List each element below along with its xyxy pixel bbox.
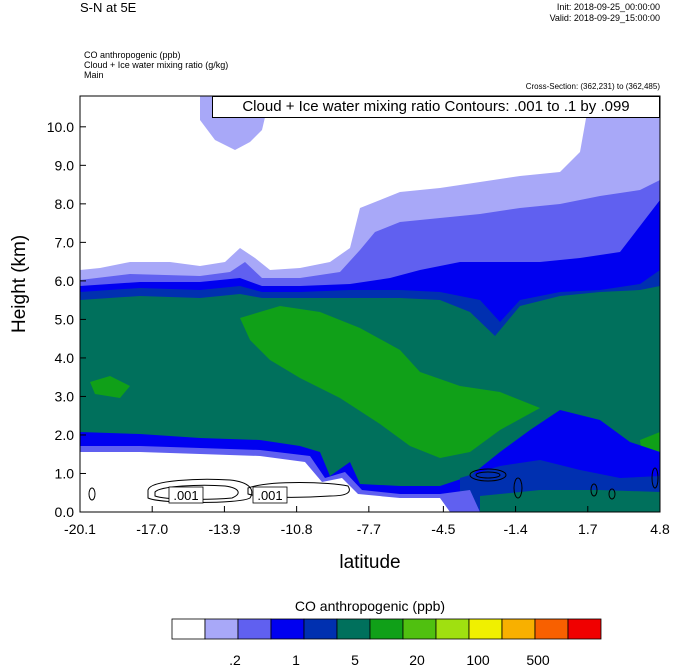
cross-section-label: Cross-Section: (362,231) to (362,485) <box>525 82 660 91</box>
y-tick-label: 2.0 <box>55 427 75 443</box>
y-tick-label: 6.0 <box>55 273 75 289</box>
y-tick-label: 0.0 <box>55 504 75 520</box>
field-list: CO anthropogenic (ppb) Cloud + Ice water… <box>84 50 228 80</box>
x-ticks: -20.1 -17.0 -13.9 -10.8 -7.7 -4.5 -1.4 1.7 4.8 <box>64 506 670 537</box>
colorbar-title: CO anthropogenic (ppb) <box>294 598 446 614</box>
colorbar-swatch <box>567 618 602 640</box>
colorbar-swatch <box>204 618 239 640</box>
colorbar-swatch <box>270 618 305 640</box>
colorbar-label: 500 <box>526 652 550 668</box>
x-axis-label: latitude <box>339 552 401 573</box>
colorbar-swatch <box>237 618 272 640</box>
co-band-green-left <box>90 376 130 398</box>
colorbar-swatch <box>171 618 206 640</box>
y-tick-label: 10.0 <box>47 119 74 135</box>
colorbar-swatch <box>402 618 437 640</box>
y-tick-label: 1.0 <box>55 465 75 481</box>
y-tick-label: 4.0 <box>55 350 75 366</box>
contour-label: .001 <box>173 488 198 503</box>
contour-labels: .001 .001 <box>168 486 288 504</box>
valid-time: Valid: 2018-09-29_15:00:00 <box>549 13 660 23</box>
colorbar-label: 1 <box>292 652 300 668</box>
x-tick-label: -10.8 <box>281 521 313 537</box>
contour-info-box: Cloud + Ice water mixing ratio Contours:… <box>212 96 660 118</box>
plot-title: S-N at 5E <box>80 0 137 15</box>
colorbar-label: 20 <box>409 652 425 668</box>
field-co: CO anthropogenic (ppb) <box>84 50 181 60</box>
y-tick-label: 5.0 <box>55 311 75 327</box>
y-ticks: 0.0 1.0 2.0 3.0 4.0 5.0 6.0 7.0 8.0 9.0 10.0 <box>47 119 86 520</box>
colorbar-label: .2 <box>229 652 241 668</box>
plot-field <box>80 96 660 512</box>
x-tick-label: -17.0 <box>136 521 168 537</box>
field-main: Main <box>84 70 104 80</box>
colorbar-swatch <box>435 618 470 640</box>
x-tick-label: -13.9 <box>208 521 240 537</box>
contour-label-box <box>168 486 204 504</box>
contour-label-box <box>252 486 288 504</box>
contour-label: .001 <box>257 488 282 503</box>
colorbar-swatch <box>468 618 503 640</box>
y-axis-label: Height (km) <box>9 234 30 333</box>
x-tick-label: -7.7 <box>357 521 381 537</box>
x-tick-label: -20.1 <box>64 521 96 537</box>
colorbar-swatch <box>501 618 536 640</box>
x-tick-label: -1.4 <box>504 521 528 537</box>
y-tick-label: 7.0 <box>55 234 75 250</box>
x-tick-label: 1.7 <box>578 521 598 537</box>
colorbar-label: 100 <box>466 652 490 668</box>
colorbar-swatch <box>303 618 338 640</box>
x-tick-label: 4.8 <box>650 521 670 537</box>
y-tick-label: 8.0 <box>55 196 75 212</box>
x-tick-label: -4.5 <box>431 521 455 537</box>
co-band-green <box>240 306 540 458</box>
y-tick-label: 3.0 <box>55 388 75 404</box>
colorbar-label: 5 <box>351 652 359 668</box>
time-info: Init: 2018-09-25_00:00:00 Valid: 2018-09… <box>550 2 660 24</box>
colorbar-swatch <box>369 618 404 640</box>
colorbar: .2 1 5 20 100 500 <box>171 618 602 668</box>
colorbar-swatch <box>336 618 371 640</box>
init-time: Init: 2018-09-25_00:00:00 <box>556 2 660 12</box>
colorbar-swatch <box>534 618 569 640</box>
field-cloud: Cloud + Ice water mixing ratio (g/kg) <box>84 60 229 70</box>
y-tick-label: 9.0 <box>55 157 75 173</box>
